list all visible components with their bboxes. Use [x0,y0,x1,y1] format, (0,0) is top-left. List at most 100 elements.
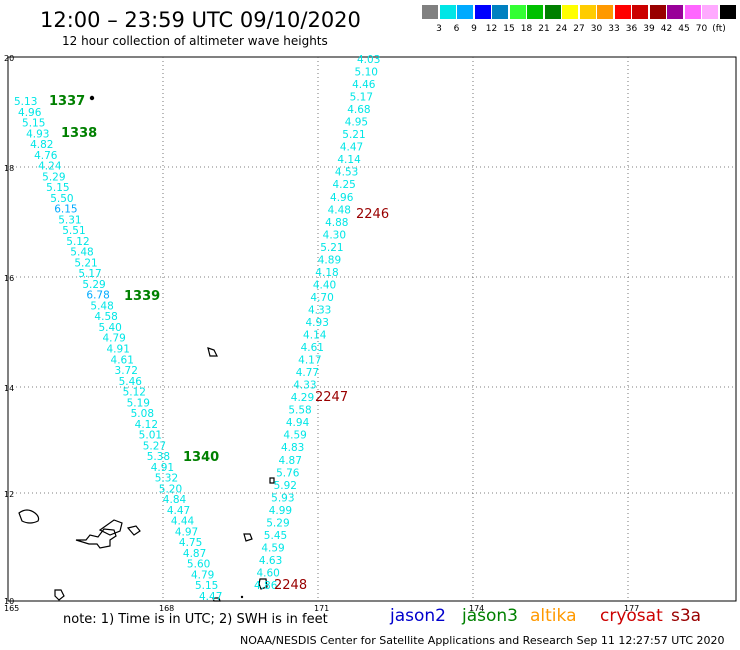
swh-value-left-track: 5.20 [159,483,182,495]
lat-label: 16 [4,274,14,283]
island-outline [75,528,117,549]
swh-value-left-track: 4.84 [163,494,187,506]
map-frame [7,56,737,602]
legend-swatch [457,5,473,19]
swh-value-left-track: 5.08 [131,408,154,420]
mission-label-jason3: jason3 [462,606,518,626]
mission-label-jason2: jason2 [390,606,446,626]
mission-label-s3a: s3a [671,606,702,626]
swh-value-right-track: 4.46 [352,79,376,91]
swh-value-right-track: 4.30 [323,229,346,241]
swh-value-right-track: 5.10 [355,67,378,79]
island-outline [207,347,218,357]
swh-value-right-track: 4.59 [261,542,284,554]
island-outline [98,519,123,536]
legend-swatch [632,5,648,19]
lon-label: 174 [469,604,484,613]
legend-swatch [684,5,701,19]
mission-label-cryosat: cryosat [600,606,663,626]
legend-swatch [614,5,631,19]
swh-value-right-track: 4.40 [313,279,336,291]
swh-value-left-track: 5.48 [90,300,113,312]
swh-value-right-track: 4.29 [291,392,314,404]
swh-value-left-track: 4.79 [191,569,214,581]
swh-value-left-track: 5.50 [50,193,73,205]
swh-value-left-track: 5.19 [127,397,150,409]
swh-value-right-track: 4.33 [308,304,331,316]
swh-value-right-track: 4.89 [318,254,341,266]
swh-value-left-track: 5.12 [123,387,146,399]
swh-value-right-track: 4.61 [301,342,324,354]
swh-value-left-track: 5.38 [147,451,170,463]
swh-value-left-track: 5.29 [42,171,65,183]
swh-value-left-track: 5.46 [119,376,143,388]
legend-swatch [562,5,578,19]
swh-value-left-track: 5.27 [143,440,166,452]
lon-label: 168 [159,604,174,613]
mission-label-altika: altika [530,606,577,626]
lat-label: 12 [4,490,14,499]
swh-value-right-track: 4.14 [303,330,327,342]
swh-value-left-track: 4.58 [94,311,117,323]
swh-value-left-track: 4.76 [34,150,58,162]
swh-value-left-track: 5.29 [82,279,105,291]
swh-value-right-track: 4.53 [335,167,358,179]
legend-label: 15 [503,24,515,34]
swh-value-right-track: 4.96 [330,192,354,204]
swh-value-right-track: 4.18 [315,267,338,279]
swh-value-left-track: 4.93 [26,128,49,140]
swh-value-right-track: 4.88 [325,217,348,229]
swh-value-left-track: 4.96 [18,107,42,119]
legend-swatch [492,5,508,19]
swh-value-right-track: 4.87 [279,455,302,467]
swh-value-right-track: 4.70 [310,292,333,304]
swh-value-left-track: 3.72 [115,365,138,377]
legend-label: (ft) [712,24,726,34]
swh-value-left-track: 5.32 [155,473,178,485]
legend-swatch [527,5,543,19]
swh-value-right-track: 4.99 [269,505,292,517]
swh-value-right-track: 5.45 [264,530,287,542]
lat-label: 18 [4,164,14,173]
swh-value-left-track: 5.51 [62,225,85,237]
legend-label: 36 [625,24,638,34]
legend-label: 39 [643,24,655,34]
island-outline [269,477,275,484]
swh-value-left-track: 4.12 [135,419,158,431]
swh-value-left-track: 4.24 [38,161,62,173]
legend-swatch [719,5,736,19]
swh-value-left-track: 5.21 [74,257,97,269]
swh-value-left-track: 4.47 [199,591,222,603]
legend-label: 33 [608,24,620,34]
map-subtitle: 12 hour collection of altimeter wave hei… [62,34,328,48]
legend-swatch [509,5,526,19]
swh-value-left-track: 5.40 [98,322,121,334]
swh-value-right-track: 4.17 [298,355,321,367]
swh-value-right-track: 4.86 [254,580,278,592]
swh-value-right-track: 5.29 [266,517,289,529]
coastlines [18,347,275,602]
legend-label: 24 [555,24,568,34]
swh-value-left-track: 4.82 [30,139,53,151]
swh-value-right-track: 4.25 [332,179,355,191]
island-outline [18,509,40,524]
lat-label: 14 [4,384,14,393]
swh-value-right-track: 5.17 [350,92,373,104]
swh-value-left-track: 4.75 [179,537,202,549]
swh-value-left-track: 4.61 [111,354,134,366]
swh-value-left-track: 6.78 [86,290,109,302]
swh-value-left-track: 5.31 [58,214,81,226]
swh-value-right-track: 4.68 [347,104,370,116]
swh-value-left-track: 4.47 [167,505,190,517]
legend-swatch [422,5,438,19]
legend-label: 45 [678,24,690,34]
swh-value-left-track: 5.12 [66,236,89,248]
island-outline [126,525,141,536]
swh-value-right-track: 5.58 [288,405,311,417]
lon-label: 171 [314,604,329,613]
swh-value-right-track: 5.21 [320,242,343,254]
lat-label: 20 [4,54,14,63]
legend-label: 6 [453,24,460,34]
pass-time-label: 2247 [315,390,348,405]
